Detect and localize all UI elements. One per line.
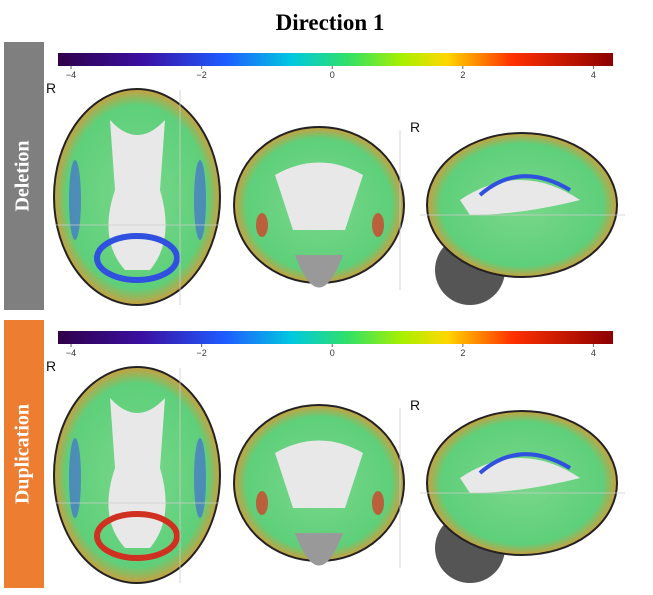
white-matter [275,162,363,230]
blue-band [69,438,81,518]
colorbar-tick-label: 2 [460,348,465,358]
colorbar-tick-label: 4 [591,70,596,80]
colorbar-tick-label: −4 [66,70,76,80]
side-bar [4,320,44,588]
orientation-marker: R [410,119,420,135]
colorbar-tick-label: −2 [197,348,207,358]
side-label: Deletion [12,140,34,211]
red-spot [256,491,268,515]
figure-title: Direction 1 [276,10,385,35]
white-matter [275,440,363,508]
callosum [478,174,572,197]
orientation-marker: R [46,80,56,96]
red-spot [256,213,268,237]
blue-band [94,511,180,561]
blue-band [94,233,180,283]
colorbar-tick-label: −4 [66,348,76,358]
cerebellum [295,533,343,566]
panel: Deletion −4 −2 0 2 4 R R [4,42,625,310]
blue-band [194,160,206,240]
colorbar-tick-label: 0 [330,70,335,80]
white-matter [108,398,166,548]
panel: Duplication −4 −2 0 2 4 R R [4,320,625,588]
blue-band [69,160,81,240]
red-spot [372,213,384,237]
colorbar-tick-label: −2 [197,70,207,80]
orientation-marker: R [410,397,420,413]
colorbar-tick-label: 4 [591,348,596,358]
colorbar-tick-label: 0 [330,348,335,358]
colorbar [58,331,613,344]
side-label: Duplication [12,404,34,504]
cerebellum [295,255,343,288]
colorbar [58,53,613,66]
orientation-marker: R [46,358,56,374]
red-spot [372,491,384,515]
callosum [478,452,572,475]
white-matter [108,120,166,270]
side-bar [4,42,44,310]
blue-band [194,438,206,518]
colorbar-tick-label: 2 [460,70,465,80]
